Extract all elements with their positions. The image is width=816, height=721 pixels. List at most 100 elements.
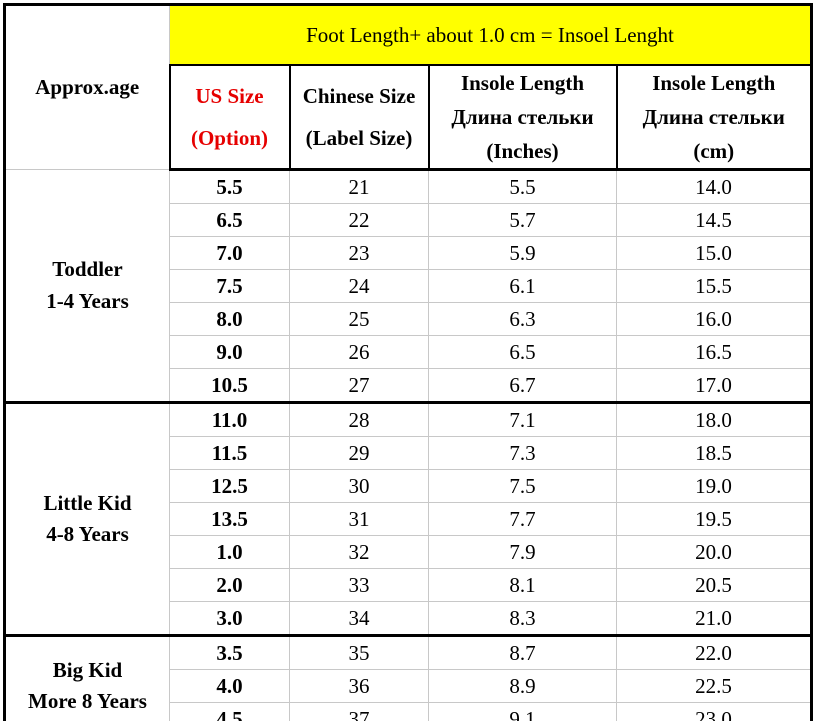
chinese-size-cell: 37 xyxy=(289,702,429,721)
age-group-line1: Toddler xyxy=(52,257,123,282)
insole-inches-header-line2: Длина стельки xyxy=(451,105,594,130)
us-size-cell: 4.0 xyxy=(169,669,290,704)
banner-row: Approx.age Foot Length+ about 1.0 cm = I… xyxy=(4,3,812,171)
table-row: 11.5 29 7.3 18.5 xyxy=(5,436,812,471)
chinese-size-header: Chinese Size (Label Size) xyxy=(288,64,430,172)
table-row: 1.0 32 7.9 20.0 xyxy=(5,535,812,570)
insole-cm-cell: 23.0 xyxy=(616,702,812,721)
chinese-size-cell: 35 xyxy=(289,634,429,671)
table-row: 12.5 30 7.5 19.0 xyxy=(5,469,812,504)
chinese-size-header-line2: (Label Size) xyxy=(305,126,413,151)
table-title-banner: Foot Length+ about 1.0 cm = Insoel Lengh… xyxy=(169,4,812,66)
us-size-cell: 10.5 xyxy=(169,368,290,404)
chinese-size-cell: 30 xyxy=(289,469,429,504)
insole-inches-cell: 8.7 xyxy=(428,634,617,671)
us-size-cell: 4.5 xyxy=(169,702,290,721)
chinese-size-cell: 21 xyxy=(289,169,429,205)
us-size-cell: 3.0 xyxy=(169,601,290,637)
age-group-line1: Big Kid xyxy=(52,657,123,682)
us-size-cell: 11.0 xyxy=(169,401,290,438)
insole-inches-cell: 8.9 xyxy=(428,669,617,704)
insole-cm-cell: 20.5 xyxy=(616,568,812,603)
us-size-cell: 9.0 xyxy=(169,335,290,370)
insole-cm-cell: 16.0 xyxy=(616,302,812,337)
insole-cm-cell: 20.0 xyxy=(616,535,812,570)
insole-inches-cell: 6.1 xyxy=(428,269,617,304)
insole-inches-cell: 5.7 xyxy=(428,203,617,238)
us-size-header-line2: (Option) xyxy=(190,126,268,151)
insole-cm-cell: 18.0 xyxy=(616,401,812,438)
insole-inches-cell: 7.3 xyxy=(428,436,617,471)
insole-inches-header-line1: Insole Length xyxy=(460,71,585,95)
insole-inches-cell: 5.9 xyxy=(428,236,617,271)
us-size-cell: 11.5 xyxy=(169,436,290,471)
insole-inches-cell: 6.7 xyxy=(428,368,617,404)
chinese-size-cell: 33 xyxy=(289,568,429,603)
insole-cm-cell: 16.5 xyxy=(616,335,812,370)
us-size-header: US Size (Option) xyxy=(168,64,291,172)
chinese-size-cell: 25 xyxy=(289,302,429,337)
us-size-cell: 3.5 xyxy=(169,634,290,671)
table-row: 13.5 31 7.7 19.5 xyxy=(5,502,812,537)
column-header-row: US Size (Option) Chinese Size (Label Siz… xyxy=(5,64,813,172)
table-row: Big Kid More 8 Years 3.5 35 8.7 22.0 xyxy=(4,634,812,721)
insole-cm-header-line2: Длина стельки xyxy=(642,105,785,130)
age-group-cell-big-kid: Big Kid More 8 Years xyxy=(4,634,170,721)
table-row: 7.5 24 6.1 15.5 xyxy=(5,269,812,304)
insole-cm-header-line3: (cm) xyxy=(693,139,735,164)
us-size-cell: 8.0 xyxy=(169,302,290,337)
chinese-size-cell: 26 xyxy=(289,335,429,370)
us-size-cell: 1.0 xyxy=(169,535,290,570)
insole-inches-cell: 7.7 xyxy=(428,502,617,537)
us-size-cell: 13.5 xyxy=(169,502,290,537)
age-group-cell-toddler: Toddler 1-4 Years xyxy=(4,169,170,404)
table-row: Little Kid 4-8 Years 11.0 28 7.1 18.0 xyxy=(4,401,812,637)
insole-inches-cell: 5.5 xyxy=(428,169,617,205)
chinese-size-cell: 22 xyxy=(289,203,429,238)
chinese-size-cell: 27 xyxy=(289,368,429,404)
insole-cm-cell: 19.0 xyxy=(616,469,812,504)
size-chart-table: Approx.age Foot Length+ about 1.0 cm = I… xyxy=(3,3,813,721)
insole-inches-cell: 8.3 xyxy=(428,601,617,637)
chinese-size-cell: 36 xyxy=(289,669,429,704)
insole-cm-cell: 18.5 xyxy=(616,436,812,471)
insole-cm-header-line1: Insole Length xyxy=(652,71,776,95)
table-row: 8.0 25 6.3 16.0 xyxy=(5,302,812,337)
insole-cm-cell: 22.5 xyxy=(616,669,812,704)
insole-inches-cell: 6.5 xyxy=(428,335,617,370)
insole-cm-cell: 15.0 xyxy=(616,236,812,271)
table-row: 4.5 37 9.1 23.0 xyxy=(5,702,812,721)
us-size-cell: 12.5 xyxy=(169,469,290,504)
age-column-header: Approx.age xyxy=(4,3,170,171)
insole-inches-cell: 9.1 xyxy=(428,702,617,721)
chinese-size-cell: 29 xyxy=(289,436,429,471)
us-size-cell: 6.5 xyxy=(169,203,290,238)
insole-inches-cell: 7.1 xyxy=(428,401,617,438)
insole-inches-cell: 7.9 xyxy=(428,535,617,570)
age-group-line2: More 8 Years xyxy=(28,689,147,714)
chinese-size-cell: 24 xyxy=(289,269,429,304)
insole-cm-cell: 15.5 xyxy=(616,269,812,304)
age-group-line2: 1-4 Years xyxy=(46,288,129,313)
insole-inches-cell: 7.5 xyxy=(428,469,617,504)
chinese-size-cell: 32 xyxy=(289,535,429,570)
us-size-cell: 2.0 xyxy=(169,568,290,603)
insole-inches-cell: 6.3 xyxy=(428,302,617,337)
table-row: 6.5 22 5.7 14.5 xyxy=(5,203,812,238)
insole-cm-cell: 14.5 xyxy=(616,203,812,238)
table-row: 9.0 26 6.5 16.5 xyxy=(5,335,812,370)
chinese-size-cell: 31 xyxy=(289,502,429,537)
age-group-cell-little-kid: Little Kid 4-8 Years xyxy=(4,401,170,637)
table-row: 10.5 27 6.7 17.0 xyxy=(5,368,812,404)
insole-cm-cell: 17.0 xyxy=(616,368,812,404)
insole-cm-cell: 14.0 xyxy=(616,169,812,205)
age-group-line1: Little Kid xyxy=(43,490,132,515)
insole-inches-header: Insole Length Длина стельки (Inches) xyxy=(427,64,618,172)
chinese-size-cell: 23 xyxy=(289,236,429,271)
insole-cm-cell: 21.0 xyxy=(616,601,812,637)
us-size-cell: 5.5 xyxy=(169,169,290,205)
insole-cm-cell: 19.5 xyxy=(616,502,812,537)
insole-inches-header-line3: (Inches) xyxy=(486,139,559,164)
chinese-size-cell: 34 xyxy=(289,601,429,637)
